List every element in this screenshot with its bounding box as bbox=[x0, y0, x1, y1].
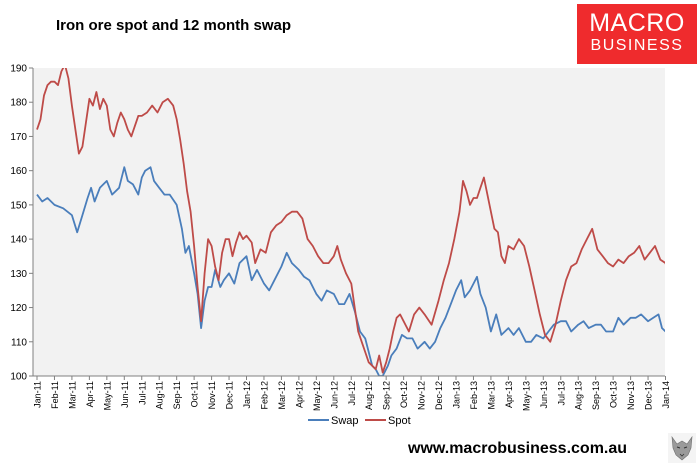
logo-text-business: BUSINESS bbox=[590, 37, 684, 54]
wolf-icon bbox=[668, 433, 696, 463]
x-tick-label: Nov-13 bbox=[626, 381, 636, 410]
y-tick-label: 100 bbox=[10, 372, 27, 383]
y-tick-label: 140 bbox=[10, 235, 27, 246]
x-tick-label: Oct-12 bbox=[399, 381, 409, 408]
x-tick-label: Oct-13 bbox=[609, 381, 619, 408]
x-tick-label: Aug-12 bbox=[364, 381, 374, 410]
legend-label-swap: Swap bbox=[331, 415, 359, 427]
x-tick-label: Mar-13 bbox=[486, 381, 496, 410]
x-tick-label: Jan-13 bbox=[452, 381, 462, 409]
legend-label-spot: Spot bbox=[388, 415, 411, 427]
x-tick-label: Sep-12 bbox=[382, 381, 392, 410]
x-tick-label: Jan-14 bbox=[661, 381, 671, 409]
y-tick-label: 190 bbox=[10, 64, 27, 75]
x-tick-label: Jul-13 bbox=[556, 381, 566, 406]
x-tick-label: Dec-12 bbox=[434, 381, 444, 410]
x-tick-label: Sep-11 bbox=[172, 381, 182, 409]
series-line-spot bbox=[36, 68, 665, 374]
x-tick-label: Mar-12 bbox=[277, 381, 287, 410]
y-tick-label: 130 bbox=[10, 269, 27, 280]
axis-layer: 100 110 120 130 140 150 160 170 180 190 Jan-11 Feb-… bbox=[10, 64, 671, 412]
legend: Swap Spot bbox=[308, 415, 411, 427]
x-tick-label: Sep-13 bbox=[591, 381, 601, 410]
chart-title: Iron ore spot and 12 month swap bbox=[56, 17, 292, 34]
x-tick-label: Jun-13 bbox=[539, 381, 549, 409]
x-tick-label: Nov-12 bbox=[417, 381, 427, 410]
website-url[interactable]: www.macrobusiness.com.au bbox=[408, 440, 628, 457]
x-tick-label: Jan-11 bbox=[33, 381, 43, 408]
x-tick-label: Jan-12 bbox=[242, 381, 252, 409]
x-tick-label: Oct-11 bbox=[190, 381, 200, 407]
y-tick-label: 110 bbox=[11, 337, 27, 348]
x-tick-label: Jun-12 bbox=[329, 381, 339, 409]
x-tick-label: May-13 bbox=[521, 381, 531, 411]
x-tick-label: Aug-11 bbox=[155, 381, 165, 409]
x-tick-label: Dec-11 bbox=[225, 381, 235, 409]
x-tick-label: Jul-12 bbox=[347, 381, 357, 406]
y-tick-label: 120 bbox=[10, 303, 27, 314]
x-tick-label: Dec-13 bbox=[644, 381, 654, 410]
macrobusiness-logo: MACRO BUSINESS bbox=[577, 4, 697, 64]
y-tick-label: 180 bbox=[10, 98, 27, 109]
x-tick-label: Mar-11 bbox=[67, 381, 77, 409]
series-layer bbox=[36, 68, 665, 376]
x-tick-label: Feb-11 bbox=[50, 381, 60, 409]
x-tick-label: Apr-13 bbox=[504, 381, 514, 408]
x-tick-label: May-11 bbox=[102, 381, 112, 410]
plot-area bbox=[33, 68, 665, 376]
y-tick-label: 150 bbox=[10, 200, 27, 211]
x-tick-label: Nov-11 bbox=[207, 381, 217, 409]
y-tick-label: 160 bbox=[10, 166, 27, 177]
y-tick-label: 170 bbox=[10, 132, 27, 143]
x-tick-label: Feb-12 bbox=[259, 381, 269, 410]
x-tick-label: May-12 bbox=[312, 381, 322, 411]
x-tick-label: Jul-11 bbox=[137, 381, 147, 405]
x-tick-label: Apr-12 bbox=[294, 381, 304, 408]
x-tick-label: Feb-13 bbox=[469, 381, 479, 410]
x-tick-label: Apr-11 bbox=[85, 381, 95, 407]
x-tick-label: Jun-11 bbox=[120, 381, 130, 408]
x-tick-label: Aug-13 bbox=[574, 381, 584, 410]
logo-text-macro: MACRO bbox=[589, 9, 685, 37]
